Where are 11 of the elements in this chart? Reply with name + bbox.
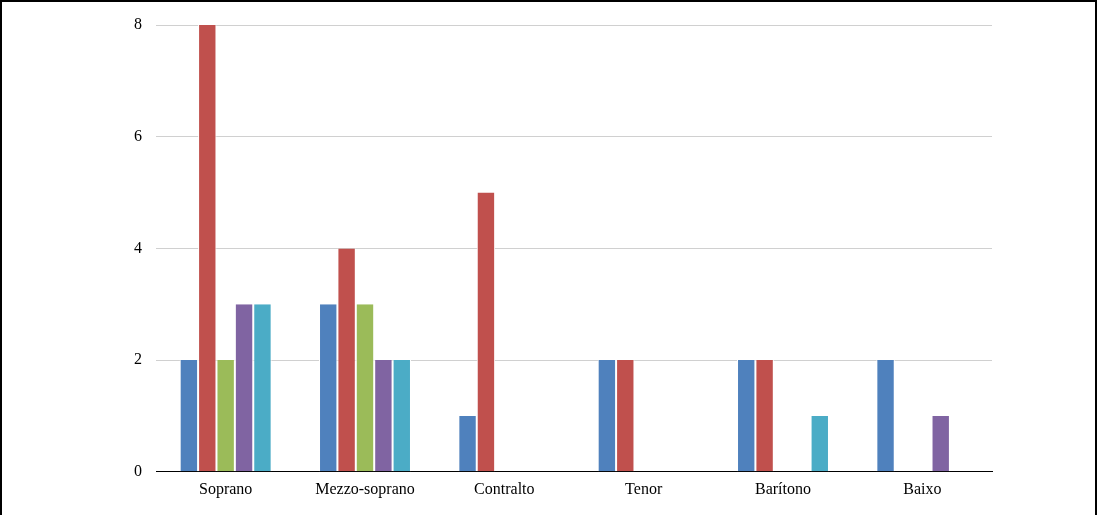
x-tick-label: Mezzo-soprano — [315, 479, 415, 498]
y-tick-label: 8 — [134, 15, 142, 33]
y-tick-label: 4 — [134, 238, 142, 256]
x-tick-label: Contralto — [474, 479, 535, 497]
x-tick-label: Baixo — [903, 479, 942, 497]
x-tick-label: Tenor — [625, 479, 663, 497]
y-tick-label: 2 — [134, 350, 142, 368]
y-tick-label: 6 — [134, 126, 142, 144]
x-tick-label: Barítono — [755, 479, 811, 497]
y-tick-label: 0 — [134, 462, 142, 479]
x-tick-label: Soprano — [199, 479, 253, 498]
